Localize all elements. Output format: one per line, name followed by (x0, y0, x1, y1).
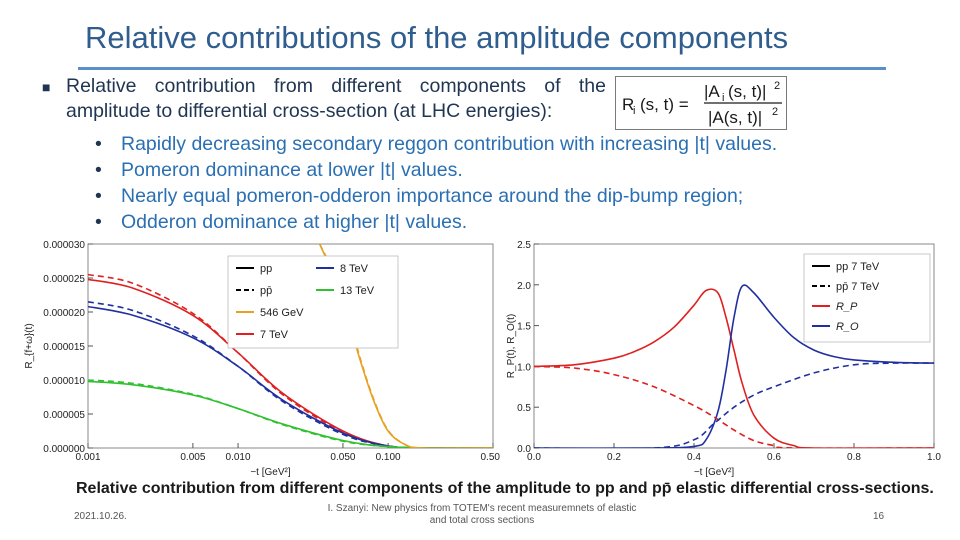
formula-denominator-sup: 2 (772, 106, 778, 118)
y-tick-label: 0.000015 (43, 342, 85, 353)
y-tick-label: 0.000020 (43, 308, 85, 319)
sub-bullet-item: • Nearly equal pomeron-odderon importance… (95, 183, 777, 209)
y-tick-label: 2.0 (517, 281, 531, 292)
slide-title: Relative contributions of the amplitude … (85, 20, 789, 55)
x-tick-label: 0.010 (226, 452, 251, 463)
legend-label: R_P (836, 301, 858, 313)
legend-label: 546 GeV (260, 307, 304, 319)
legend-label: pp̄ (260, 285, 272, 297)
x-tick-label: 0.050 (330, 452, 355, 463)
formula-lhs-sub: i (633, 105, 635, 117)
legend-label: pp (260, 263, 272, 275)
legend-label: R_O (836, 321, 859, 333)
formula-svg: R i (s, t) = |A i (s, t)| 2 |A(s, t)| 2 (622, 80, 782, 127)
sub-bullet-text: Rapidly decreasing secondary reggon cont… (121, 133, 778, 155)
y-tick-label: 1.0 (517, 362, 531, 373)
y-tick-label: 0.5 (517, 403, 531, 414)
dot-bullet-icon: • (95, 185, 102, 207)
sub-bullet-text: Nearly equal pomeron-odderon importance … (121, 185, 744, 207)
y-tick-label: 2.5 (517, 240, 531, 251)
sub-bullet-list: • Rapidly decreasing secondary reggon con… (95, 131, 777, 235)
y-tick-label: 0.0 (517, 444, 531, 455)
left-plot: 0.000000 0.000005 0.000010 0.000015 0.000020… (24, 240, 500, 478)
y-tick-label: 1.5 (517, 322, 531, 333)
right-plot: 0.0 0.5 1.0 1.5 2.0 2.5 0.0 0.2 0.4 0.6 0.8 1.0 −t [… (506, 240, 941, 478)
legend-box (803, 253, 931, 343)
legend-label: pp̄ 7 TeV (836, 281, 880, 293)
series-line (534, 284, 934, 448)
x-axis-label: −t [GeV²] (250, 467, 291, 478)
main-bullet-text: Relative contribution from different com… (66, 75, 606, 122)
y-axis-label: R_P(t), R_O(t) (506, 314, 517, 378)
legend-label: pp 7 TeV (836, 261, 880, 273)
series-line (534, 362, 934, 448)
x-tick-label: 0.8 (847, 452, 861, 463)
sub-bullet-text: Odderon dominance at higher |t| values. (121, 211, 468, 233)
figure-caption: Relative contribution from different com… (76, 480, 934, 497)
x-tick-label: 1.0 (927, 452, 941, 463)
page-number: 16 (873, 511, 885, 522)
y-tick-label: 0.000005 (43, 410, 85, 421)
legend-label: 8 TeV (340, 263, 369, 275)
formula-box: R i (s, t) = |A i (s, t)| 2 |A(s, t)| 2 (615, 76, 787, 130)
sub-bullet-text: Pomeron dominance at lower |t| values. (121, 159, 463, 181)
dot-bullet-icon: • (95, 133, 102, 155)
formula-lhs: R (622, 95, 634, 114)
x-axis-label: −t [GeV²] (694, 467, 735, 478)
formula-numerator-args: (s, t)| (728, 82, 766, 101)
formula-numerator-sup: 2 (774, 80, 780, 92)
legend-box (227, 255, 399, 349)
x-tick-label: 0.6 (767, 452, 781, 463)
footer-date: 2021.10.26. (74, 511, 127, 522)
sub-bullet-item: • Pomeron dominance at lower |t| values. (95, 157, 777, 183)
y-tick-label: 0.000000 (43, 444, 85, 455)
x-tick-label: 0.001 (75, 452, 100, 463)
series-line (534, 365, 934, 448)
y-tick-label: 0.000030 (43, 240, 85, 251)
x-tick-label: 0.4 (687, 452, 701, 463)
series-line (534, 288, 934, 448)
title-rule (78, 67, 886, 70)
y-axis-label: R_{f+ω}(t) (24, 323, 35, 368)
formula-numerator-sub: i (722, 92, 724, 104)
footer-text: I. Szanyi: New physics from TOTEM's rece… (327, 503, 637, 526)
x-tick-label: 0.2 (607, 452, 621, 463)
dot-bullet-icon: • (95, 211, 102, 233)
x-tick-label: 0.0 (527, 452, 541, 463)
x-tick-label: 0.100 (376, 452, 401, 463)
legend-label: 13 TeV (340, 285, 375, 297)
y-tick-label: 0.000025 (43, 274, 85, 285)
sub-bullet-item: • Rapidly decreasing secondary reggon con… (95, 131, 777, 157)
legend-label: 7 TeV (260, 329, 289, 341)
sub-bullet-item: • Odderon dominance at higher |t| values. (95, 209, 777, 235)
series-line (88, 379, 493, 448)
series-line (88, 301, 493, 448)
dot-bullet-icon: • (95, 159, 102, 181)
square-bullet-icon: ■ (42, 79, 51, 95)
formula-lhs-args: (s, t) = (640, 95, 689, 114)
x-tick-label: 0.005 (180, 452, 205, 463)
y-tick-label: 0.000010 (43, 376, 85, 387)
formula-denominator: |A(s, t)| (708, 108, 762, 127)
formula-numerator: |A (704, 82, 720, 101)
x-tick-label: 0.500 (480, 452, 500, 463)
